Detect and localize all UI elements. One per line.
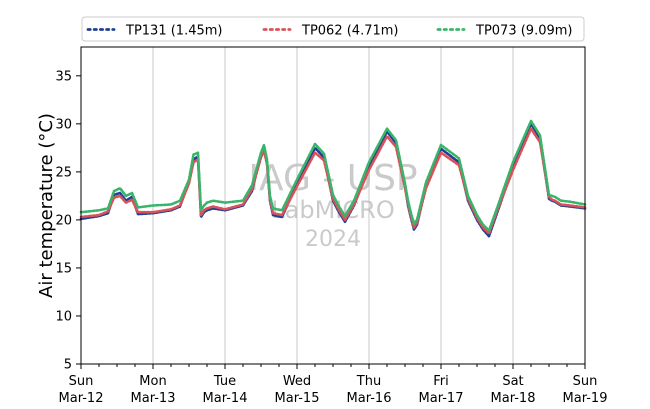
x-tick-label-date: Mar-15 xyxy=(275,391,320,406)
x-tick-label-date: Mar-17 xyxy=(419,391,464,406)
y-tick-label: 30 xyxy=(55,117,72,132)
grid-layer xyxy=(152,47,514,364)
watermark-text: 2024 xyxy=(305,227,361,252)
x-tick-label-date: Mar-18 xyxy=(491,391,536,406)
x-tick-label-date: Mar-12 xyxy=(59,391,104,406)
series-line-3 xyxy=(79,119,587,232)
x-tick-label-date: Mar-16 xyxy=(347,391,392,406)
x-tick-label-day: Sun xyxy=(69,374,94,389)
x-axis: Sun Mar-12 Mon Mar-13 Tue Mar-14 Wed Mar-15 Thu M… xyxy=(59,364,608,406)
x-tick-label-date: Mar-14 xyxy=(203,391,248,406)
y-tick-label: 35 xyxy=(55,69,72,84)
x-tick-label-day: Mon xyxy=(139,374,166,389)
y-axis-label: Air temperature (°C) xyxy=(36,113,57,298)
x-tick-label-day: Sun xyxy=(573,374,598,389)
x-tick-label-day: Sat xyxy=(502,374,523,389)
x-tick-label-date: Mar-19 xyxy=(563,391,608,406)
y-tick-label: 5 xyxy=(64,358,72,373)
y-tick-label: 15 xyxy=(55,261,72,276)
legend-label: TP131 (1.45m) xyxy=(125,24,222,39)
x-tick-label-day: Wed xyxy=(283,374,311,389)
series-layer xyxy=(79,119,587,238)
y-tick-label: 25 xyxy=(55,165,72,180)
x-tick-label-day: Fri xyxy=(433,374,449,389)
legend[interactable]: TP131 (1.45m) TP062 (4.71m) TP073 (9.09m) xyxy=(81,16,585,42)
legend-label: TP073 (9.09m) xyxy=(475,24,572,39)
legend-box xyxy=(81,16,585,42)
x-tick-label-day: Thu xyxy=(356,374,381,389)
y-axis: 5 10 15 20 25 30 35 xyxy=(55,69,81,373)
y-tick-label: 20 xyxy=(55,213,72,228)
y-tick-label: 10 xyxy=(55,309,72,324)
x-tick-label-day: Tue xyxy=(213,374,236,389)
legend-label: TP062 (4.71m) xyxy=(301,24,398,39)
x-tick-label-date: Mar-13 xyxy=(131,391,176,406)
